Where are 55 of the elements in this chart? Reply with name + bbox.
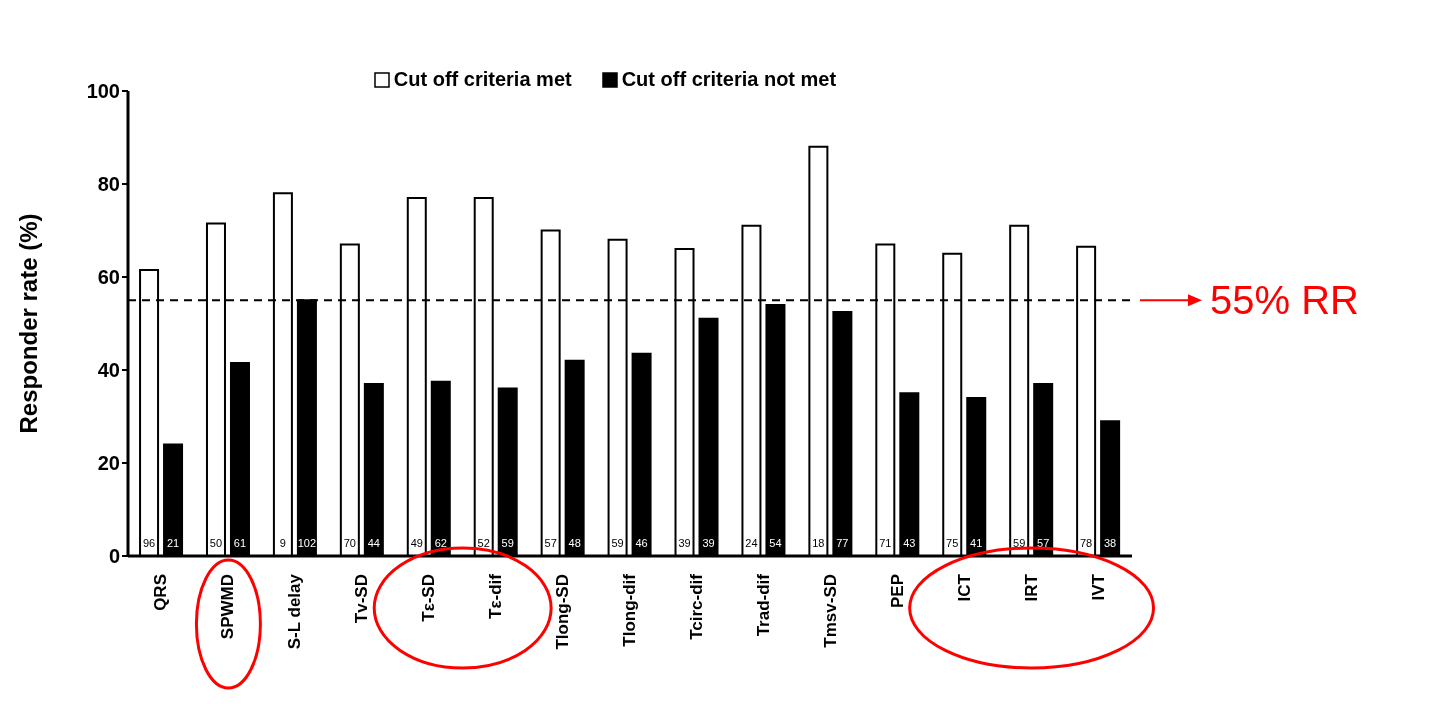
annotation: 43: [903, 536, 916, 549]
x-tick-label: Tcirc-dif: [686, 573, 706, 640]
legend-label: Cut off criteria met: [393, 68, 572, 91]
annotation: 49: [410, 536, 423, 549]
y-axis-title: Responder rate (%): [14, 213, 42, 434]
y-tick-label: 60: [97, 266, 120, 289]
x-tick-label: Tε-SD: [419, 574, 439, 622]
y-tick-label: 40: [97, 359, 120, 382]
annotation: 96: [142, 536, 156, 549]
annotation: 24: [745, 536, 758, 549]
x-tick-label: IRT: [1021, 573, 1041, 602]
ref-line-label: 55% RR: [1210, 278, 1359, 323]
annotation: 61: [233, 536, 247, 549]
annotation: 77: [836, 536, 849, 549]
x-tick-label: Tmsv-SD: [820, 574, 840, 648]
annotation: 59: [1013, 536, 1026, 549]
annotation: 39: [678, 536, 691, 549]
annotation: 50: [209, 536, 223, 549]
x-tick-label: Tε-dif: [486, 573, 506, 619]
annotation: 62: [434, 536, 447, 549]
annotation: 44: [367, 536, 380, 549]
annotation: 52: [477, 536, 490, 549]
x-tick-label: ICT: [954, 573, 974, 602]
y-tick-label: 0: [108, 545, 120, 568]
annotation: 59: [611, 536, 624, 549]
y-tick-label: 100: [86, 80, 120, 103]
annotation: 70: [343, 536, 356, 549]
y-tick-label: 80: [97, 173, 120, 196]
annotation: 78: [1079, 536, 1093, 549]
annotation: 48: [568, 536, 581, 549]
annotation: 71: [879, 536, 892, 549]
annotation: 54: [769, 536, 782, 549]
x-tick-label: Tlong-dif: [620, 573, 639, 647]
y-tick-label: 20: [97, 452, 120, 475]
annotation: 57: [1037, 536, 1050, 549]
x-tick-label: Tv-SD: [352, 574, 372, 624]
annotation: 75: [946, 536, 959, 549]
x-tick-label: S-L delay: [285, 573, 305, 650]
annotation: 41: [970, 536, 983, 549]
x-tick-label: Trad-dif: [753, 573, 773, 637]
annotation: 38: [1103, 536, 1117, 549]
annotation: 46: [635, 536, 648, 549]
annotation: 9: [279, 536, 286, 549]
annotation: 21: [166, 536, 180, 549]
annotation: 57: [544, 536, 557, 549]
legend-label: Cut off criteria not met: [621, 68, 837, 91]
annotation: 59: [501, 536, 514, 549]
x-tick-label: Tlong-SD: [553, 574, 573, 650]
x-tick-label: PEP: [887, 574, 907, 609]
annotation: 18: [812, 536, 825, 549]
x-tick-label: QRS: [151, 574, 171, 611]
annotation: 102: [297, 536, 317, 549]
x-tick-label: IVT: [1088, 573, 1108, 601]
x-tick-label: SPWMD: [218, 574, 238, 640]
annotation: 39: [702, 536, 715, 549]
